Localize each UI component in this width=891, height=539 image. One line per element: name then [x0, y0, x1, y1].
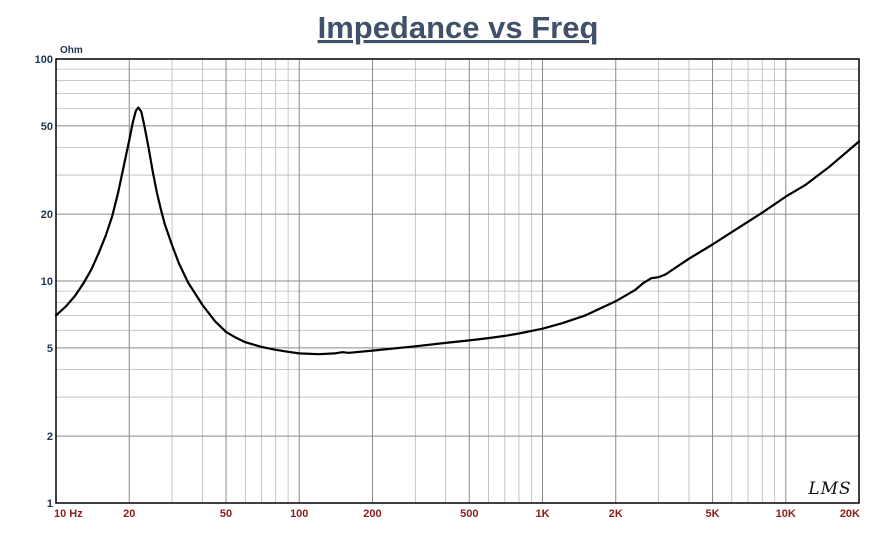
major-gridlines	[55, 58, 860, 504]
y-tick-label: 50	[41, 121, 53, 133]
x-tick-label: 2K	[609, 508, 623, 520]
x-tick-label: 1K	[535, 508, 549, 520]
x-tick-label: 200	[363, 508, 381, 520]
x-tick-label: 500	[460, 508, 478, 520]
y-tick-label: 100	[35, 54, 53, 66]
x-tick-label: 20K	[840, 508, 860, 520]
x-tick-label: 50	[220, 508, 232, 520]
chart-title: Impedance vs Freq	[318, 10, 599, 45]
x-tick-label: 100	[290, 508, 308, 520]
x-tick-label: 10 Hz	[54, 508, 83, 520]
y-axis-unit-label: Ohm	[60, 45, 83, 56]
x-tick-label: 10K	[776, 508, 796, 520]
x-tick-label: 5K	[706, 508, 720, 520]
x-tick-labels: 10 Hz 20 50 100 200 500 1K 2K 5K 10K 20K	[54, 508, 860, 520]
y-tick-label: 20	[41, 209, 53, 221]
y-tick-label: 5	[47, 343, 53, 355]
x-tick-label: 20	[123, 508, 135, 520]
plot-frame	[55, 58, 860, 504]
y-tick-labels: 1 2 5 10 20 50 100	[35, 54, 53, 510]
impedance-curve	[54, 106, 861, 356]
y-tick-label: 2	[47, 431, 53, 443]
lms-logo: LMS	[807, 479, 851, 499]
y-tick-label: 10	[41, 276, 53, 288]
y-tick-label: 1	[47, 498, 53, 510]
